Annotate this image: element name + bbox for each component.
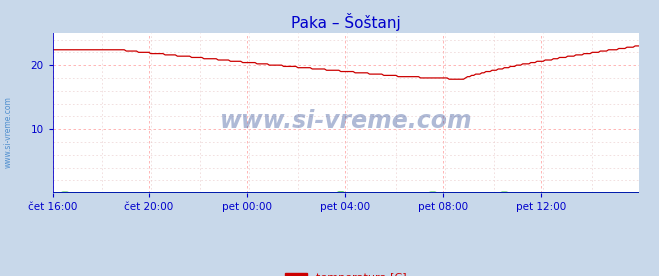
Text: www.si-vreme.com: www.si-vreme.com [3,97,13,168]
Title: Paka – Šoštanj: Paka – Šoštanj [291,13,401,31]
Text: www.si-vreme.com: www.si-vreme.com [219,109,473,133]
Legend: temperatura [C], pretok [m3/s]: temperatura [C], pretok [m3/s] [281,269,411,276]
